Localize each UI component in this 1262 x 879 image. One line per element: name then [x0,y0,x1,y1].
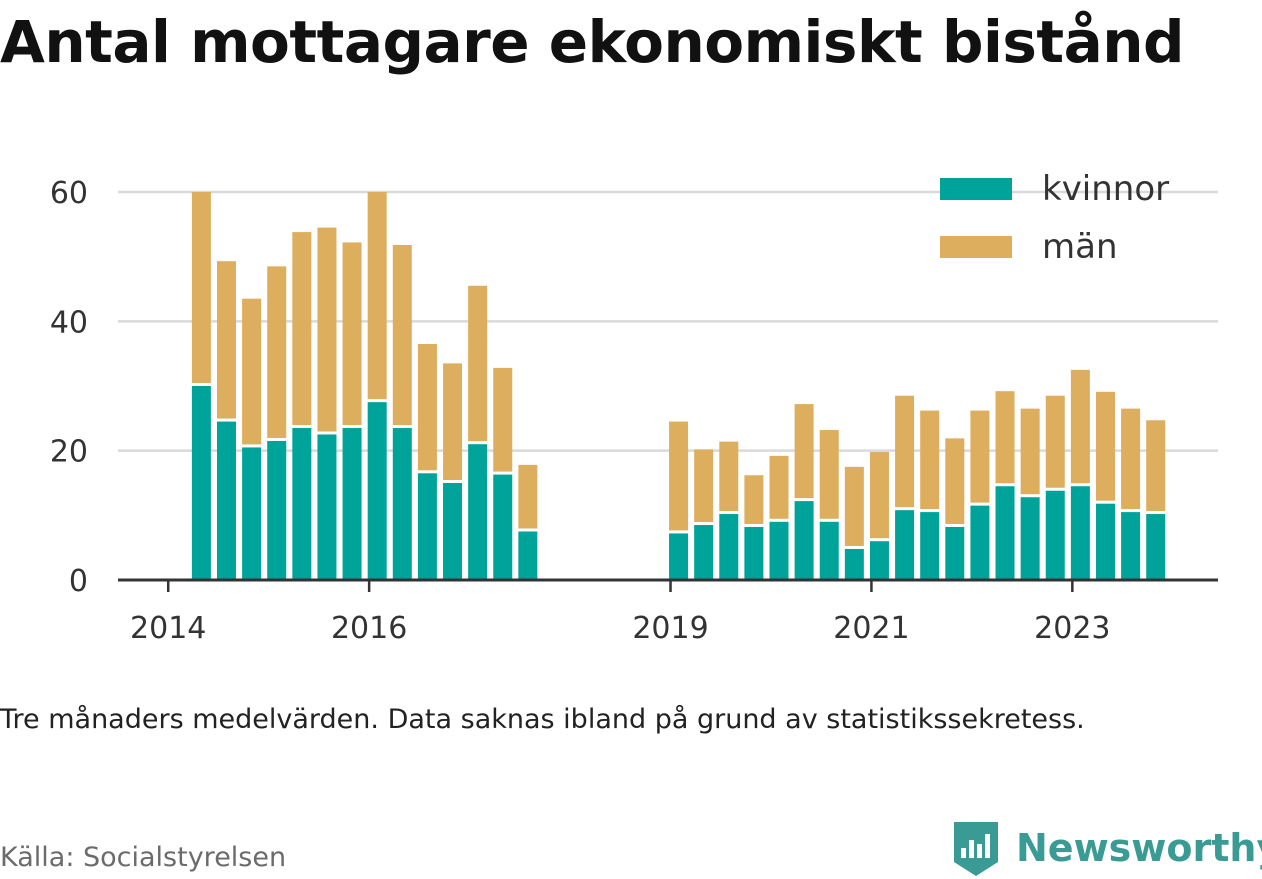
bar-man [1095,391,1115,501]
bar-man [819,429,839,519]
bar-kvinnor [895,510,915,580]
bar-kvinnor [719,514,739,580]
bars [191,192,1166,580]
bar-man [1146,420,1166,512]
bar-kvinnor [669,533,689,580]
y-tick-label: 0 [69,564,88,599]
bar-kvinnor [819,521,839,580]
bar-kvinnor [468,444,488,580]
bar-kvinnor [342,428,362,580]
bar-kvinnor [920,512,940,580]
bar-kvinnor [869,541,889,580]
bar-man [895,395,915,508]
brand-logo[interactable]: Newsworthy [950,818,1262,878]
bar-man [468,285,488,442]
bar-kvinnor [744,526,764,580]
bar-kvinnor [518,531,538,580]
legend-label-man: män [1042,227,1118,267]
bar-man [317,227,337,432]
bar-kvinnor [267,440,287,580]
bar-kvinnor [191,386,211,580]
x-tick-label: 2019 [632,611,708,646]
bar-kvinnor [242,447,262,580]
chart-svg: 0 20 40 60 2014 2016 2019 2021 2023 kvinnor män [50,169,1218,646]
bar-man [367,192,387,400]
bar-kvinnor [493,474,513,580]
x-tick-label: 2023 [1034,611,1110,646]
bar-kvinnor [367,402,387,580]
bar-man [342,242,362,426]
bar-kvinnor [794,501,814,580]
x-tick-label: 2014 [130,611,206,646]
bar-kvinnor [1146,514,1166,580]
bar-kvinnor [1070,486,1090,580]
source-label: Källa: Socialstyrelsen [0,842,287,873]
bar-kvinnor [1020,497,1040,580]
bar-man [744,475,764,524]
bar-kvinnor [694,525,714,580]
bar-man [769,455,789,519]
bar-kvinnor [417,473,437,580]
bar-man [493,367,513,472]
bar-man [191,192,211,383]
bar-kvinnor [970,505,990,580]
bar-man [1070,369,1090,484]
bar-man [267,266,287,438]
bar-man [995,391,1015,484]
y-tick-label: 20 [50,435,88,470]
legend-swatch-kvinnor [940,178,1012,200]
legend-label-kvinnor: kvinnor [1042,169,1169,209]
bar-man [1121,408,1141,510]
chart-title: Antal mottagare ekonomiskt bistånd [0,8,1185,76]
bar-man [518,464,538,529]
brand-name: Newsworthy [1016,826,1262,870]
y-tick-label: 60 [50,176,88,211]
bar-man [945,438,965,524]
bar-kvinnor [443,483,463,580]
legend-swatch-man [940,236,1012,258]
bar-man [669,421,689,531]
y-tick-label: 40 [50,305,88,340]
legend: kvinnor män [940,169,1169,267]
bar-kvinnor [1095,503,1115,580]
bar-man [392,245,412,426]
x-tick-label: 2021 [833,611,909,646]
bar-man [216,261,236,419]
y-axis-ticks: 0 20 40 60 [50,176,88,599]
bar-man [920,410,940,510]
bar-man [417,343,437,471]
bar-man [844,466,864,546]
x-axis: 2014 2016 2019 2021 2023 [118,578,1218,646]
newsworthy-logo-icon [954,822,998,876]
bar-man [443,363,463,480]
bar-kvinnor [1121,512,1141,580]
bar-kvinnor [995,486,1015,580]
bar-man [794,404,814,499]
bar-man [1020,408,1040,495]
bar-kvinnor [317,434,337,580]
bar-man [1045,395,1065,488]
bar-man [869,451,889,539]
bar-man [719,441,739,512]
bar-man [292,232,312,426]
chart-note: Tre månaders medelvärden. Data saknas ib… [0,704,1085,735]
bar-man [970,410,990,503]
bar-kvinnor [1045,490,1065,580]
bar-man [694,449,714,523]
bar-kvinnor [769,521,789,580]
bar-kvinnor [392,428,412,580]
bar-man [242,298,262,445]
bar-kvinnor [292,428,312,580]
bar-kvinnor [216,421,236,580]
bar-kvinnor [945,526,965,580]
bar-kvinnor [844,548,864,580]
x-tick-label: 2016 [331,611,407,646]
